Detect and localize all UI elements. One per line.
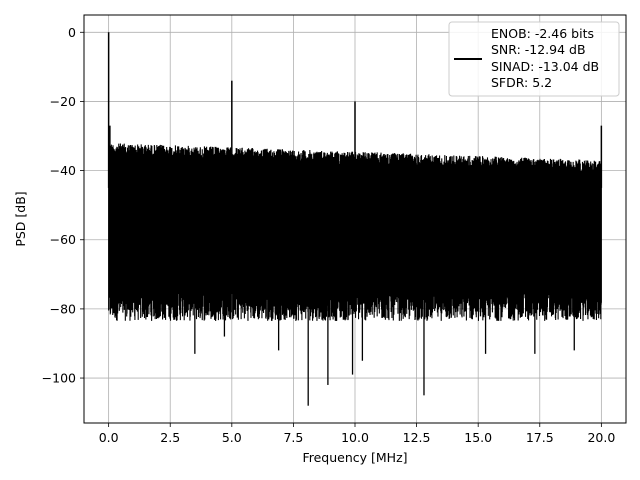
noise-floor-trace xyxy=(108,143,602,321)
x-tick-label: 2.5 xyxy=(160,430,180,445)
y-axis-label: PSD [dB] xyxy=(13,191,28,246)
y-tick-label: −20 xyxy=(50,94,76,109)
x-tick-label: 20.0 xyxy=(587,430,615,445)
y-tick-label: −40 xyxy=(50,163,76,178)
legend-box xyxy=(448,21,620,97)
x-tick-label: 7.5 xyxy=(283,430,303,445)
y-tick-label: 0 xyxy=(68,25,76,40)
x-tick-label: 15.0 xyxy=(464,430,492,445)
legend-sinad: SINAD: -13.04 dB xyxy=(491,59,599,74)
x-tick-label: 0.0 xyxy=(99,430,119,445)
legend-sfdr: SFDR: 5.2 xyxy=(491,75,552,90)
legend: ENOB: -2.46 bits SNR: -12.94 dB SINAD: -… xyxy=(448,21,620,97)
x-tick-label: 5.0 xyxy=(222,430,242,445)
x-axis-label: Frequency [MHz] xyxy=(302,450,407,465)
y-tick-label: −100 xyxy=(42,371,76,386)
legend-enob: ENOB: -2.46 bits xyxy=(491,26,594,41)
y-tick-label: −80 xyxy=(50,301,76,316)
axis-ticks: 0.0 2.5 5.0 7.5 10.0 12.5 15.0 17.5 20.0 0 −20 −40 −… xyxy=(42,25,616,445)
psd-trace xyxy=(107,32,603,406)
y-tick-label: −60 xyxy=(50,232,76,247)
x-tick-label: 17.5 xyxy=(526,430,554,445)
x-tick-label: 10.0 xyxy=(341,430,369,445)
x-tick-label: 12.5 xyxy=(403,430,431,445)
legend-snr: SNR: -12.94 dB xyxy=(491,42,586,57)
